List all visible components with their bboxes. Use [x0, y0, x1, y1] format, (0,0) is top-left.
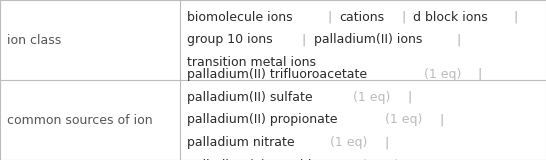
Text: group 10 ions: group 10 ions: [187, 33, 273, 47]
Text: |: |: [453, 33, 466, 47]
Text: (1 eq): (1 eq): [349, 91, 395, 104]
Text: |: |: [298, 33, 310, 47]
Text: common sources of ion: common sources of ion: [7, 113, 153, 127]
Text: palladium(II) ions: palladium(II) ions: [313, 33, 422, 47]
Text: palladium(II) propionate: palladium(II) propionate: [187, 113, 338, 127]
Text: ion class: ion class: [7, 33, 61, 47]
Text: palladium(II) cyanide: palladium(II) cyanide: [187, 159, 319, 160]
Text: |: |: [440, 113, 448, 127]
Text: |: |: [478, 68, 486, 81]
Text: (1 eq): (1 eq): [420, 68, 465, 81]
Text: transition metal ions: transition metal ions: [187, 56, 316, 69]
Text: palladium(II) trifluoroacetate: palladium(II) trifluoroacetate: [187, 68, 367, 81]
Text: |: |: [324, 11, 336, 24]
Text: |: |: [408, 91, 416, 104]
Text: (1 eq): (1 eq): [382, 113, 427, 127]
Text: |: |: [510, 11, 522, 24]
Text: |: |: [385, 136, 393, 149]
Text: (1 eq): (1 eq): [326, 136, 371, 149]
Text: palladium nitrate: palladium nitrate: [187, 136, 295, 149]
Text: palladium(II) sulfate: palladium(II) sulfate: [187, 91, 313, 104]
Text: biomolecule ions: biomolecule ions: [187, 11, 293, 24]
Text: (1 eq): (1 eq): [358, 159, 399, 160]
Text: |: |: [397, 11, 410, 24]
Text: d block ions: d block ions: [413, 11, 488, 24]
Text: cations: cations: [340, 11, 384, 24]
